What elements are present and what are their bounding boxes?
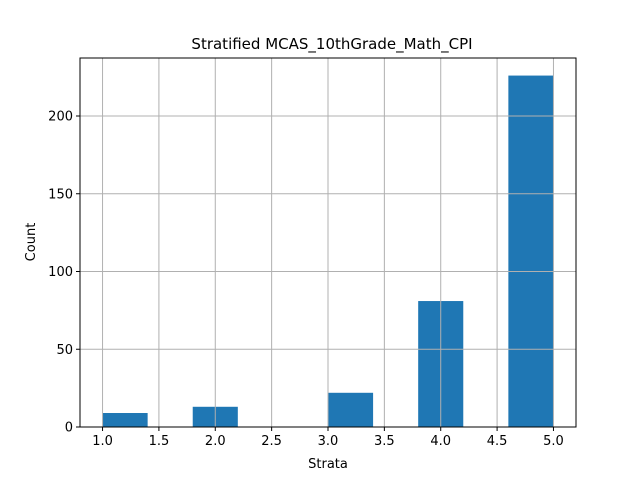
y-axis-ticks: 0 50 100 150 200	[48, 110, 80, 436]
x-tick-label: 3.5	[374, 434, 395, 449]
x-tick-label: 2.5	[261, 434, 282, 449]
y-tick-label: 0	[65, 421, 73, 436]
x-tick-label: 4.0	[430, 434, 451, 449]
y-axis-label: Count	[24, 223, 39, 262]
histogram-bar	[102, 413, 148, 427]
x-tick-label: 5.0	[543, 434, 564, 449]
x-tick-label: 1.0	[92, 434, 113, 449]
y-tick-label: 50	[56, 343, 73, 358]
x-tick-label: 4.5	[487, 434, 508, 449]
y-tick-label: 200	[48, 110, 73, 125]
histogram-bar	[328, 392, 374, 427]
y-tick-label: 150	[48, 187, 73, 202]
x-tick-label: 1.5	[149, 434, 170, 449]
x-axis-label: Strata	[308, 457, 348, 472]
chart-title: Stratified MCAS_10thGrade_Math_CPI	[191, 35, 472, 54]
histogram-bar	[508, 75, 554, 428]
x-tick-label: 2.0	[205, 434, 226, 449]
x-tick-label: 3.0	[318, 434, 339, 449]
x-axis-ticks: 1.0 1.5 2.0 2.5 3.0 3.5 4.0 4.5 5.0	[92, 427, 564, 449]
y-tick-label: 100	[48, 265, 73, 280]
